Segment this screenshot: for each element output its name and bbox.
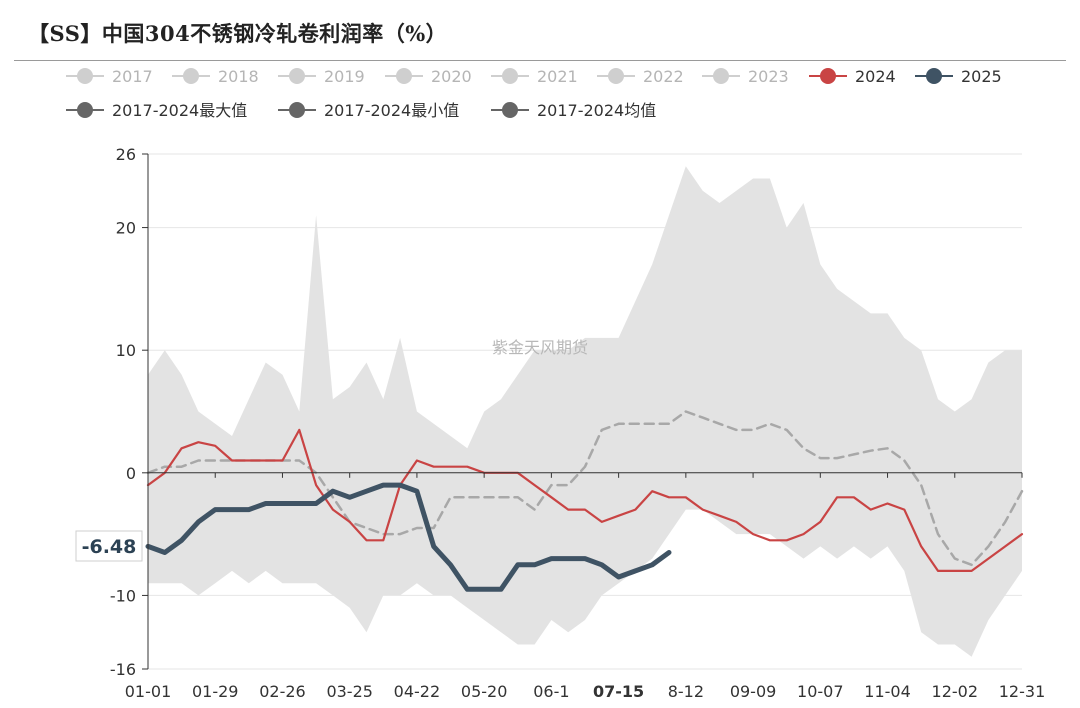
legend-item-2020[interactable]: 2020 <box>385 67 472 86</box>
x-tick-label: 11-04 <box>864 682 911 701</box>
legend-marker <box>396 68 412 84</box>
legend: 2017 2018 2019 2020 2021 2022 2023 2024 2025 2017… <box>66 67 1002 120</box>
legend-label: 2017-2024最小值 <box>324 101 459 120</box>
x-tick-label: 12-02 <box>932 682 979 701</box>
x-tick-label: 05-20 <box>461 682 508 701</box>
x-tick-label: 03-25 <box>326 682 373 701</box>
legend-marker <box>77 102 93 118</box>
y-tick-label: -10 <box>110 586 136 605</box>
y-tick-label: 20 <box>116 219 136 238</box>
legend-label: 2022 <box>643 67 684 86</box>
legend-label: 2025 <box>961 67 1002 86</box>
series-lines <box>145 410 1024 592</box>
y-tick-label: 0 <box>126 464 136 483</box>
legend-marker <box>502 102 518 118</box>
y-tick-label: 26 <box>116 145 136 164</box>
legend-item-2024[interactable]: 2024 <box>809 67 896 86</box>
chart-title: 【SS】中国304不锈钢冷轧卷利润率（%） <box>28 21 448 46</box>
legend-marker <box>502 68 518 84</box>
x-tick-label: 04-22 <box>394 682 441 701</box>
legend-marker <box>713 68 729 84</box>
legend-item-2019[interactable]: 2019 <box>278 67 365 86</box>
legend-item-stat-1[interactable]: 2017-2024最小值 <box>278 101 459 120</box>
x-tick-label: 09-09 <box>730 682 777 701</box>
watermark-text: 紫金天风期货 <box>492 338 588 357</box>
legend-label: 2023 <box>748 67 789 86</box>
y-tick-label: 10 <box>116 341 136 360</box>
legend-label: 2021 <box>537 67 578 86</box>
legend-label: 2017-2024最大值 <box>112 101 247 120</box>
average-line <box>146 410 1024 567</box>
x-tick-label: 06-1 <box>533 682 569 701</box>
legend-marker <box>608 68 624 84</box>
legend-item-2023[interactable]: 2023 <box>702 67 789 86</box>
legend-label: 2024 <box>855 67 896 86</box>
series-2024-line <box>146 428 1024 573</box>
title-divider <box>14 60 1066 61</box>
x-tick-label: 01-29 <box>192 682 239 701</box>
axes: 26 20 10 0 -10 -16 01-01 01-29 02-26 03-25 04-22 05… <box>110 145 1045 701</box>
legend-marker <box>289 68 305 84</box>
legend-label: 2018 <box>218 67 259 86</box>
x-tick-label: 8-12 <box>668 682 704 701</box>
x-tick-label-highlight: 07-15 <box>593 682 644 701</box>
y-tick-label: -16 <box>110 660 136 679</box>
legend-item-2018[interactable]: 2018 <box>172 67 259 86</box>
legend-marker <box>289 102 305 118</box>
legend-label: 2017-2024均值 <box>537 101 656 120</box>
min-max-band <box>148 166 1022 657</box>
legend-item-2025[interactable]: 2025 <box>915 67 1002 86</box>
x-tick-label: 10-07 <box>797 682 844 701</box>
value-callout: -6.48 <box>75 530 143 562</box>
legend-marker <box>183 68 199 84</box>
x-tick-label: 12-31 <box>999 682 1046 701</box>
legend-item-2017[interactable]: 2017 <box>66 67 153 86</box>
x-tick-label: 02-26 <box>259 682 306 701</box>
legend-marker <box>77 68 93 84</box>
callout-box <box>75 530 143 562</box>
x-tick-label: 01-01 <box>125 682 172 701</box>
legend-marker <box>926 68 942 84</box>
legend-item-stat-2[interactable]: 2017-2024均值 <box>491 101 656 120</box>
legend-label: 2019 <box>324 67 365 86</box>
legend-item-stat-0[interactable]: 2017-2024最大值 <box>66 101 247 120</box>
legend-label: 2017 <box>112 67 153 86</box>
series-2025-line <box>145 482 672 592</box>
legend-label: 2020 <box>431 67 472 86</box>
callout-value: -6.48 <box>82 536 137 558</box>
legend-item-2021[interactable]: 2021 <box>491 67 578 86</box>
legend-marker <box>820 68 836 84</box>
legend-item-2022[interactable]: 2022 <box>597 67 684 86</box>
